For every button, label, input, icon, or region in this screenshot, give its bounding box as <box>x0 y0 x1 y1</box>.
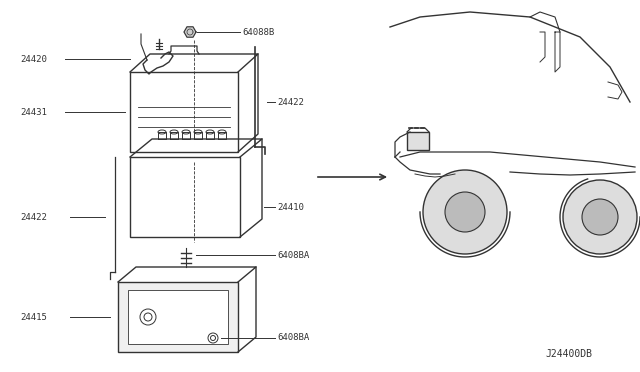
Bar <box>130 72 238 152</box>
Text: J24400DB: J24400DB <box>545 349 592 359</box>
Ellipse shape <box>170 130 178 134</box>
Circle shape <box>445 192 485 232</box>
Ellipse shape <box>194 130 202 134</box>
Circle shape <box>563 180 637 254</box>
Text: 24422: 24422 <box>20 212 47 221</box>
Ellipse shape <box>158 130 166 134</box>
Circle shape <box>423 170 507 254</box>
Bar <box>407 132 429 150</box>
Text: 24410: 24410 <box>277 202 304 212</box>
Text: 24415: 24415 <box>20 312 47 321</box>
Bar <box>128 290 228 344</box>
Bar <box>130 157 240 237</box>
Polygon shape <box>184 27 196 37</box>
Bar <box>118 282 238 352</box>
Text: 6408BA: 6408BA <box>277 334 309 343</box>
Text: 24420: 24420 <box>20 55 47 64</box>
Text: 6408BA: 6408BA <box>277 250 309 260</box>
Ellipse shape <box>218 130 226 134</box>
Ellipse shape <box>182 130 190 134</box>
Text: 24431: 24431 <box>20 108 47 116</box>
Ellipse shape <box>206 130 214 134</box>
Text: 64088B: 64088B <box>242 28 275 36</box>
Circle shape <box>582 199 618 235</box>
Text: 24422: 24422 <box>277 97 304 106</box>
